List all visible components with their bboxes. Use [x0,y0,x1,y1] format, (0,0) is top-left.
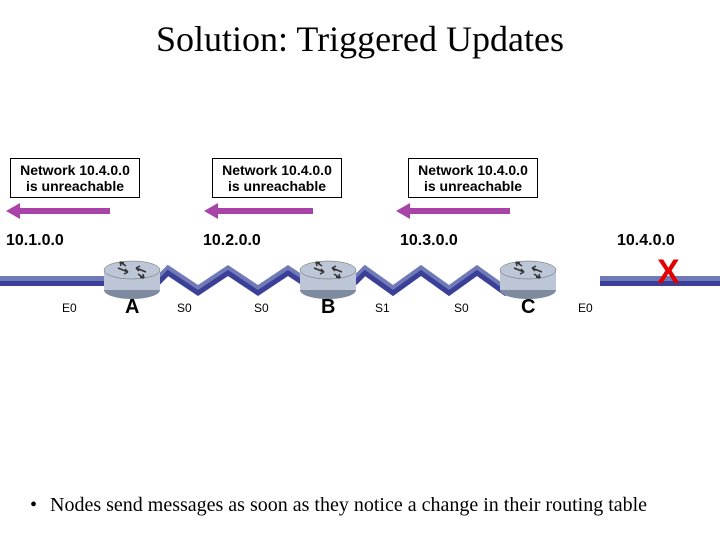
router-c [496,258,560,298]
router-label-b: B [321,296,335,319]
port-b-left: S0 [254,301,269,315]
bullet-text: Nodes send messages as soon as they noti… [50,493,680,518]
network-diagram: Network 10.4.0.0 is unreachable Network … [0,158,720,358]
page-title: Solution: Triggered Updates [0,18,720,60]
router-a [100,258,164,298]
port-a-right: S0 [177,301,192,315]
unreachable-x-icon: X [657,253,680,292]
port-c-right: E0 [578,301,593,315]
router-b [296,258,360,298]
router-label-a: A [125,296,139,319]
port-b-right: S1 [375,301,390,315]
port-c-left: S0 [454,301,469,315]
port-a-left: E0 [62,301,77,315]
router-label-c: C [521,296,535,319]
segment-1 [0,276,105,286]
